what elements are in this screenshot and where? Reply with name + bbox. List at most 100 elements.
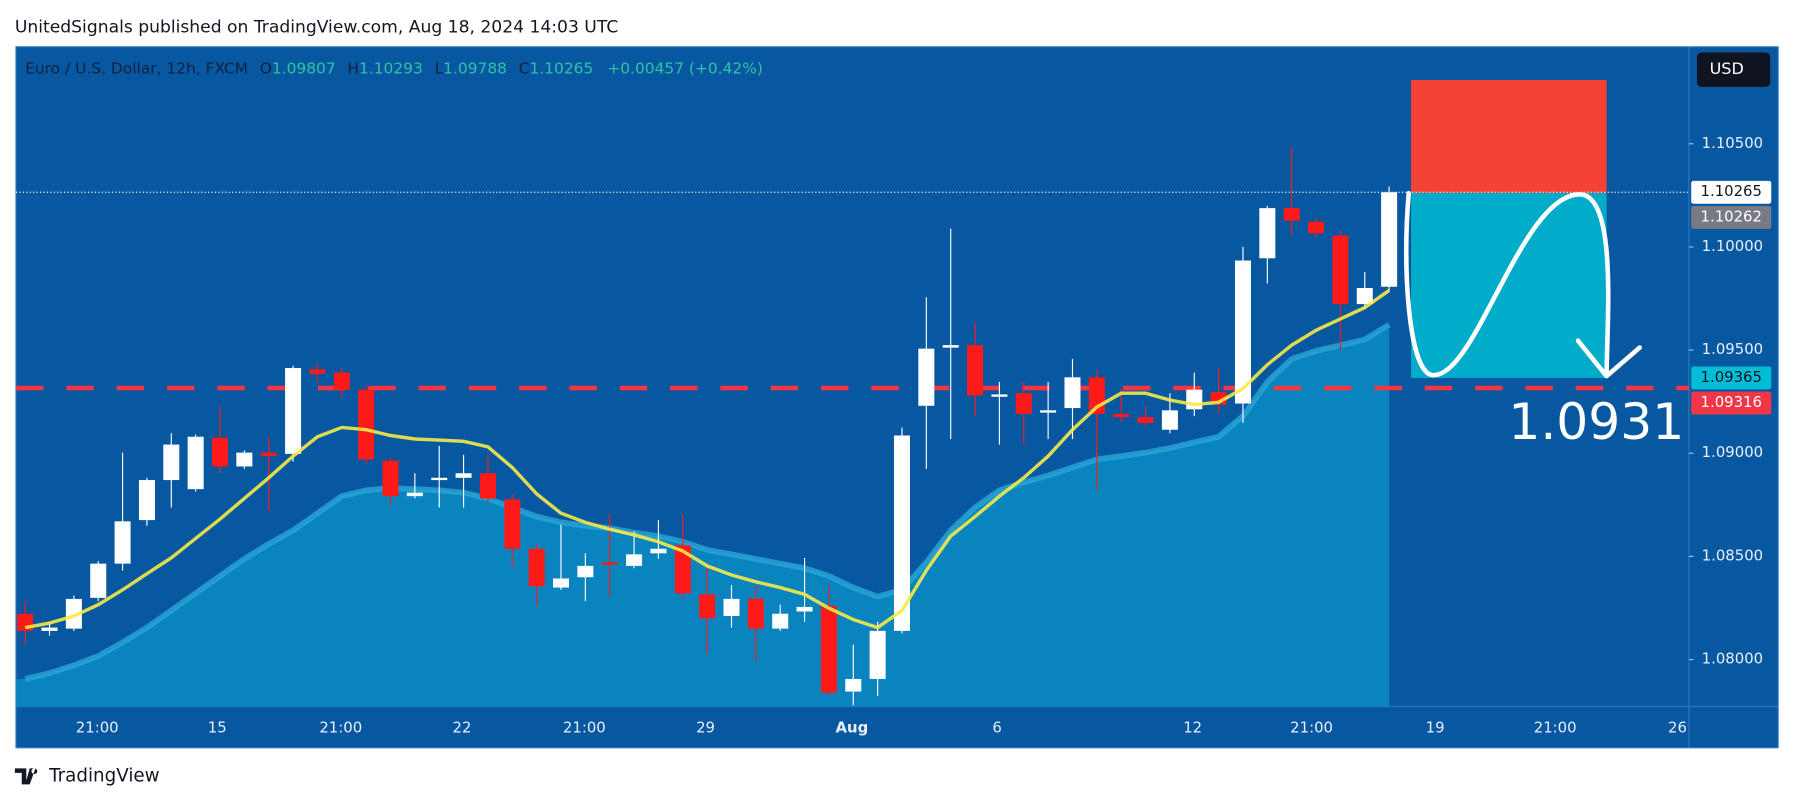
currency-button[interactable]: USD <box>1696 52 1771 87</box>
candle-body <box>820 605 837 693</box>
candle-body <box>747 598 764 629</box>
legend-value: 1.10293 <box>359 59 423 77</box>
candle-body <box>1283 208 1300 221</box>
symbol-title: Euro / U.S. Dollar, 12h, FXCM <box>25 59 248 77</box>
x-tick-label: 6 <box>992 718 1001 736</box>
candle-body <box>455 473 472 478</box>
candle-body <box>1015 393 1032 414</box>
x-tick-label: 21:00 <box>319 718 362 736</box>
candle-body <box>845 678 862 692</box>
candle-body <box>479 473 496 499</box>
candle-body <box>212 437 229 467</box>
candle-body <box>114 521 131 564</box>
candle-body <box>1356 287 1373 305</box>
candle-body <box>431 477 448 481</box>
last-price-tag: 1.10265 <box>1701 182 1762 200</box>
candle-body <box>1137 417 1154 423</box>
legend-key: L <box>435 59 444 77</box>
currency-button-bg[interactable] <box>1696 52 1771 87</box>
candle-body <box>406 492 423 497</box>
target-zone <box>1411 192 1607 378</box>
ma-area <box>16 324 1390 707</box>
plot-area: 1.08000 1.08500 1.09000 1.09500 1.10000 1.105… <box>16 80 1763 736</box>
candle-body <box>1064 377 1081 409</box>
x-tick-label: 29 <box>696 718 715 736</box>
candle-body <box>991 394 1008 397</box>
candle-body <box>918 348 935 406</box>
candle-body <box>260 452 277 457</box>
entry-price-tag-bg <box>1691 205 1772 229</box>
candle-body <box>163 444 180 481</box>
legend-value: 1.09788 <box>443 59 507 77</box>
logo-mark <box>14 768 38 785</box>
candle-body <box>528 548 545 587</box>
y-tick-label: 1.10000 <box>1702 237 1763 255</box>
candle-body <box>626 554 643 566</box>
candle-body <box>601 562 618 565</box>
candle-body <box>1040 410 1057 413</box>
x-tick-label: 22 <box>453 718 472 736</box>
candle-body <box>869 630 886 679</box>
candle-body <box>723 598 740 617</box>
candle-body <box>1234 260 1251 404</box>
candle-body <box>796 606 813 612</box>
ma-area-edge <box>24 322 1391 682</box>
candle-body <box>1308 221 1325 234</box>
candle-body <box>699 594 716 619</box>
level-price-tag-bg <box>1691 391 1772 415</box>
candle-body <box>138 480 155 521</box>
candle-body <box>577 565 594 578</box>
candle-body <box>1186 389 1203 410</box>
candle-body <box>358 389 375 460</box>
candle-body <box>285 368 302 454</box>
candle-body <box>187 436 204 490</box>
legend-value: 1.10265 <box>530 59 594 77</box>
level-price-tag: 1.09316 <box>1701 393 1762 411</box>
candle-body <box>772 613 789 629</box>
candle-body <box>17 613 34 631</box>
candle-body <box>650 548 667 554</box>
candle-body <box>382 460 399 497</box>
x-tick-label: Aug <box>836 718 869 736</box>
candle-body <box>1259 208 1276 259</box>
candle-body <box>1161 410 1178 430</box>
logo-text: TradingView <box>48 765 160 786</box>
tradingview-logo: TradingView <box>14 765 160 786</box>
candle-body <box>333 372 350 390</box>
y-tick-label: 1.08000 <box>1702 650 1763 668</box>
x-tick-label: 21:00 <box>1534 718 1577 736</box>
candle-body <box>1113 413 1130 418</box>
publish-header: UnitedSignals published on TradingView.c… <box>15 17 618 37</box>
candle-body <box>967 345 984 396</box>
target-price-tag: 1.09365 <box>1701 368 1762 386</box>
entry-price-tag: 1.10262 <box>1701 207 1762 225</box>
legend-value: 1.09807 <box>272 59 336 77</box>
y-tick-label: 1.09500 <box>1702 340 1763 358</box>
y-tick-label: 1.08500 <box>1702 546 1763 564</box>
x-tick-label: 21:00 <box>1290 718 1333 736</box>
y-tick-label: 1.09000 <box>1702 443 1763 461</box>
freehand-arrow <box>1403 190 1643 379</box>
candle-body <box>942 345 959 348</box>
price-annotation: 1.0931 <box>1508 392 1684 451</box>
x-tick-label: 21:00 <box>76 718 119 736</box>
legend-key: O <box>260 59 272 77</box>
target-price-tag-bg <box>1691 366 1772 390</box>
x-tick-label: 19 <box>1426 718 1445 736</box>
candle-body <box>1332 235 1349 305</box>
currency-label[interactable]: USD <box>1710 59 1744 78</box>
candle-body <box>309 369 326 374</box>
legend-change: +0.00457 (+0.42%) <box>607 59 763 77</box>
legend-key: C <box>519 59 530 77</box>
candle-body <box>504 499 521 549</box>
candle-body <box>41 627 58 631</box>
x-tick-label: 21:00 <box>563 718 606 736</box>
candle-body <box>65 598 82 629</box>
stop-zone <box>1411 80 1607 193</box>
x-tick-label: 12 <box>1183 718 1202 736</box>
candle-body <box>236 452 253 467</box>
candle-body <box>90 563 107 598</box>
symbol-legend: Euro / U.S. Dollar, 12h, FXCM O1.09807 H… <box>25 59 763 77</box>
last-price-tag-bg <box>1691 180 1772 204</box>
